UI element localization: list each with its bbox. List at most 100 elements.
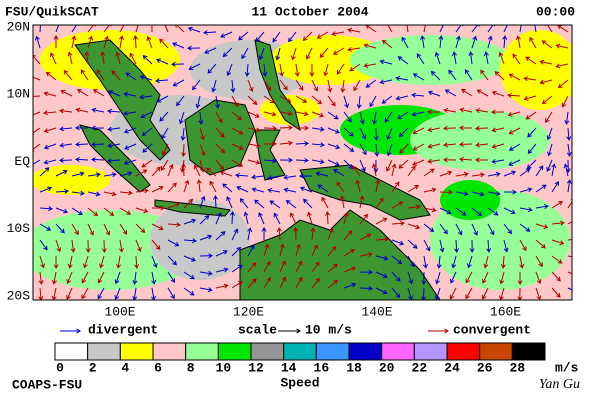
wind-arrow <box>155 78 169 84</box>
wind-arrow <box>546 159 553 172</box>
wind-arrow <box>125 72 137 81</box>
wind-arrow <box>141 127 153 137</box>
wind-arrow <box>475 125 489 131</box>
wind-arrow <box>391 287 401 299</box>
wind-arrow <box>541 40 553 49</box>
lon-labels: 100E 120E 140E 160E <box>104 304 521 319</box>
wind-arrow <box>263 79 271 91</box>
wind-arrow <box>247 79 254 93</box>
wind-arrow <box>480 69 489 81</box>
wind-arrow <box>35 35 41 49</box>
wind-arrow <box>395 95 409 101</box>
wind-arrow <box>371 163 377 177</box>
wind-arrow <box>53 35 59 49</box>
wind-arrow <box>263 125 277 131</box>
legend-scale-value: 10 m/s <box>305 322 352 337</box>
wind-arrow <box>283 174 297 180</box>
wind-arrow <box>519 207 533 213</box>
wind-arrow <box>379 79 393 85</box>
wind-arrow <box>97 287 105 300</box>
wind-arrow <box>231 95 239 108</box>
wind-arrow <box>315 171 329 177</box>
wind-arrow <box>151 25 153 33</box>
wind-arrow <box>487 35 493 49</box>
wind-arrow <box>107 108 121 114</box>
wind-arrow <box>103 172 117 178</box>
wind-arrow <box>535 271 542 285</box>
wind-arrow <box>343 211 349 225</box>
wind-arrow <box>230 79 236 93</box>
wind-arrow <box>311 126 325 132</box>
wind-arrow <box>159 38 169 49</box>
wind-arrow <box>546 127 553 141</box>
wind-arrow <box>293 227 299 241</box>
wind-arrow <box>279 95 292 103</box>
colorbar-tick: 8 <box>187 360 195 375</box>
wind-arrow <box>91 107 105 113</box>
colorbar-tick: 14 <box>281 360 297 375</box>
wind-arrow <box>295 243 301 257</box>
wind-arrow <box>199 143 206 157</box>
wind-arrow <box>464 69 473 81</box>
wind-arrow <box>455 171 469 177</box>
wind-arrow <box>372 111 377 125</box>
wind-arrow <box>263 243 270 257</box>
wind-arrow <box>507 92 521 98</box>
wind-arrow <box>471 191 485 197</box>
wind-arrow <box>75 156 89 162</box>
wind-arrow <box>243 211 249 225</box>
wind-arrow <box>295 125 309 131</box>
wind-arrow <box>311 111 325 118</box>
wind-arrow <box>71 171 85 177</box>
wind-arrow <box>527 143 537 155</box>
wind-arrow <box>76 89 89 97</box>
wind-arrow <box>167 182 177 193</box>
wind-arrow <box>142 55 153 65</box>
wind-arrow <box>331 31 345 37</box>
wind-arrow <box>487 25 496 33</box>
colorbar-tick: 12 <box>248 360 264 375</box>
wind-arrow <box>33 76 41 81</box>
wind-arrow <box>45 71 57 81</box>
wind-arrow <box>551 181 559 193</box>
wind-arrow <box>263 111 277 117</box>
wind-arrow <box>231 246 242 257</box>
wind-arrow <box>215 159 225 171</box>
wind-arrow <box>567 255 572 258</box>
wind-arrow <box>124 143 137 150</box>
wind-arrow <box>215 212 222 225</box>
wind-arrow <box>471 172 485 178</box>
wind-arrow <box>459 107 473 113</box>
wind-arrow <box>461 89 473 97</box>
wind-arrow <box>75 141 89 147</box>
wind-arrow <box>512 53 521 65</box>
wind-arrow <box>422 255 428 269</box>
wind-arrow <box>71 35 77 49</box>
wind-arrow <box>261 227 267 241</box>
wind-arrow <box>423 168 435 177</box>
wind-arrow <box>439 223 448 235</box>
wind-arrow <box>500 255 506 269</box>
wind-arrow <box>155 58 169 65</box>
wind-arrow <box>411 92 425 98</box>
wind-arrow <box>99 255 105 269</box>
wind-arrow <box>469 239 475 253</box>
wind-arrow <box>535 165 544 177</box>
wind-arrow <box>164 25 169 33</box>
wind-arrow <box>85 239 91 253</box>
wind-arrow <box>519 223 531 232</box>
wind-arrow <box>135 239 142 253</box>
wind-arrow <box>258 212 265 225</box>
wind-arrow <box>375 236 389 242</box>
wind-arrow <box>534 25 537 33</box>
wind-arrow <box>263 95 275 104</box>
wind-arrow <box>339 195 345 209</box>
wind-arrow <box>343 143 355 153</box>
wind-arrow <box>551 201 563 209</box>
wind-arrow <box>151 223 164 231</box>
wind-arrow <box>231 111 242 121</box>
wind-arrow <box>133 35 138 49</box>
wind-arrow <box>38 271 44 285</box>
wind-arrow <box>375 217 388 225</box>
wind-arrow <box>303 198 313 209</box>
